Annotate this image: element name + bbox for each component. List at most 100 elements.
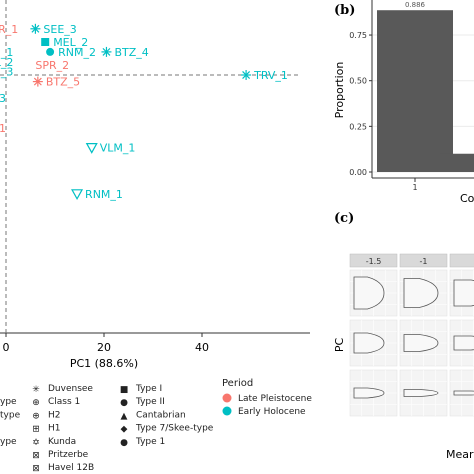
pca-point-label: BTZ_4 bbox=[114, 46, 148, 59]
pca-x-tick-label: 0 bbox=[3, 341, 10, 354]
shape-legend-item: Type 7/Skee-type bbox=[135, 424, 214, 434]
outline-facets: -1.5 -1 bbox=[349, 253, 474, 417]
pca-x-axis-title: PC1 (88.6%) bbox=[70, 357, 138, 370]
pca-point-label: SKM_1 bbox=[0, 46, 13, 59]
outline-y-axis-title: PC bbox=[333, 338, 346, 353]
pca-point-marker bbox=[242, 71, 251, 79]
pca-point: SEE_3 bbox=[30, 23, 77, 36]
shape-legend-icon: ⊕ bbox=[32, 398, 40, 408]
pca-point: ER_1 bbox=[0, 23, 18, 36]
shape-legend-item: Class 1 bbox=[48, 397, 80, 407]
period-legend-item: Early Holocene bbox=[238, 407, 306, 417]
panel-b-letter: (b) bbox=[334, 3, 355, 18]
pca-point-label: SPR_2 bbox=[35, 59, 69, 72]
outline-shape bbox=[403, 334, 439, 352]
period-legend-title: Period bbox=[222, 378, 253, 389]
bar-panel: (b) 0.00 0.25 0.50 0.75 0.886 1 Proportion C… bbox=[333, 0, 474, 205]
pca-x-tick-label: 40 bbox=[195, 341, 209, 354]
pca-point-label: RNM_2 bbox=[58, 46, 96, 59]
facet-cell bbox=[399, 319, 448, 367]
pca-point-marker bbox=[46, 47, 55, 56]
pca-point: BTZ_5 bbox=[32, 76, 80, 89]
pca-x-tick-label: 20 bbox=[97, 341, 111, 354]
early-holocene-swatch bbox=[222, 406, 232, 416]
shape-legend-item: Cantabrian bbox=[136, 410, 186, 420]
shape-legend-icon: ✳ bbox=[32, 385, 40, 395]
outline-shape bbox=[453, 335, 474, 351]
pca-panel: 0 20 40 PC1 (88.6%) ER_1SEE_3MEL_2RNM_2S… bbox=[0, 0, 310, 370]
pca-point-label: OLKI_3 bbox=[0, 66, 13, 79]
bar-y-axis-title: Proportion bbox=[333, 62, 346, 119]
outline-shape bbox=[353, 387, 385, 399]
shape-legend-icon: ▲ bbox=[121, 411, 128, 421]
pca-point-label: VLM_1 bbox=[100, 142, 136, 155]
pca-point-marker bbox=[85, 143, 98, 154]
facet-cell bbox=[449, 319, 474, 367]
outline-shape bbox=[353, 332, 385, 354]
pca-point-label: SEE_3 bbox=[43, 23, 76, 36]
pca-point-marker bbox=[31, 24, 40, 33]
shape-legend-item: Kunda bbox=[48, 437, 76, 447]
shape-legend-item: type bbox=[0, 410, 21, 420]
shape-legend-icon: ◆ bbox=[121, 425, 128, 435]
shape-legend-icon: ⊠ bbox=[32, 464, 40, 474]
pca-point-label: MEL_2 bbox=[53, 36, 88, 49]
pca-point: RNM_1 bbox=[71, 188, 123, 201]
pca-point: BTZ_3 bbox=[0, 92, 6, 105]
bar-data-label: 0.886 bbox=[405, 1, 426, 9]
facet-cell bbox=[449, 269, 474, 317]
pca-point: VLM_1 bbox=[85, 142, 136, 155]
pca-point-label: BTZ_3 bbox=[0, 92, 6, 105]
bar-marks: 0.886 1 bbox=[377, 1, 474, 192]
shape-legend-item: H2 bbox=[48, 410, 61, 420]
pca-point-marker bbox=[102, 47, 111, 56]
pca-point: OLKI_3 bbox=[0, 66, 13, 79]
pca-point: RNM_2 bbox=[46, 46, 96, 59]
shape-legend-item: ype bbox=[0, 397, 17, 407]
period-legend: Period Late Pleistocene Early Holocene bbox=[222, 378, 312, 417]
pca-point-label: ER_1 bbox=[0, 23, 18, 36]
pca-point-marker bbox=[33, 77, 42, 86]
shape-legend-icon: ⊞ bbox=[32, 425, 40, 435]
shape-legend-item: Type 1 bbox=[135, 437, 165, 447]
pca-point-label: BTZ_5 bbox=[46, 76, 80, 89]
pca-point: LDL_2 bbox=[0, 56, 13, 69]
pca-point: MEL_2 bbox=[41, 36, 88, 49]
shape-legend-item: Pritzerbe bbox=[48, 450, 89, 460]
bar-y-tick-label: 0.50 bbox=[349, 77, 367, 86]
facet-cell bbox=[399, 269, 448, 317]
late-pleistocene-swatch bbox=[222, 393, 232, 403]
pca-point-label: RNM_1 bbox=[85, 188, 123, 201]
bar-y-tick-label: 0.25 bbox=[349, 122, 367, 131]
facet-strip bbox=[399, 253, 448, 268]
outline-shape bbox=[403, 389, 439, 397]
shape-legend-icon: ⊠ bbox=[32, 451, 40, 461]
pca-point-marker bbox=[71, 189, 84, 201]
panel-c-letter: (c) bbox=[334, 211, 354, 226]
bar bbox=[377, 10, 453, 173]
shape-legend: ype type ype ✳ Duvensee ⊕ Class 1 ⊕ H2 ⊞ H1 ✡ Kunda ⊠… bbox=[0, 384, 214, 474]
shape-legend-icon: ■ bbox=[120, 385, 129, 395]
facet-cell bbox=[449, 369, 474, 417]
facet-cell bbox=[349, 319, 398, 367]
pca-point-label: LDL_2 bbox=[0, 56, 13, 69]
shape-legend-icon: ● bbox=[120, 438, 128, 448]
outline-shape bbox=[353, 276, 385, 310]
shape-legend-icon: ⊕ bbox=[32, 411, 40, 421]
pca-point: BTZ_4 bbox=[101, 46, 149, 59]
outline-x-axis-title: Mear bbox=[446, 448, 474, 461]
bar-y-tick-label: 0.00 bbox=[349, 168, 367, 177]
outline-shape bbox=[403, 278, 439, 308]
period-legend-item: Late Pleistocene bbox=[238, 394, 312, 404]
pca-point-marker bbox=[41, 38, 50, 46]
bar-y-tick-label: 0.75 bbox=[349, 31, 367, 40]
shape-legend-item: Havel 12B bbox=[48, 463, 94, 473]
outline-shape bbox=[453, 279, 474, 307]
outline-shape bbox=[453, 390, 474, 396]
facet-strip-label: -1.5 bbox=[366, 257, 382, 266]
pca-point: SKM_1 bbox=[0, 46, 13, 59]
outline-panel: (c) PC Mear -1.5 -1 bbox=[333, 211, 474, 461]
shape-legend-item: H1 bbox=[48, 424, 61, 434]
